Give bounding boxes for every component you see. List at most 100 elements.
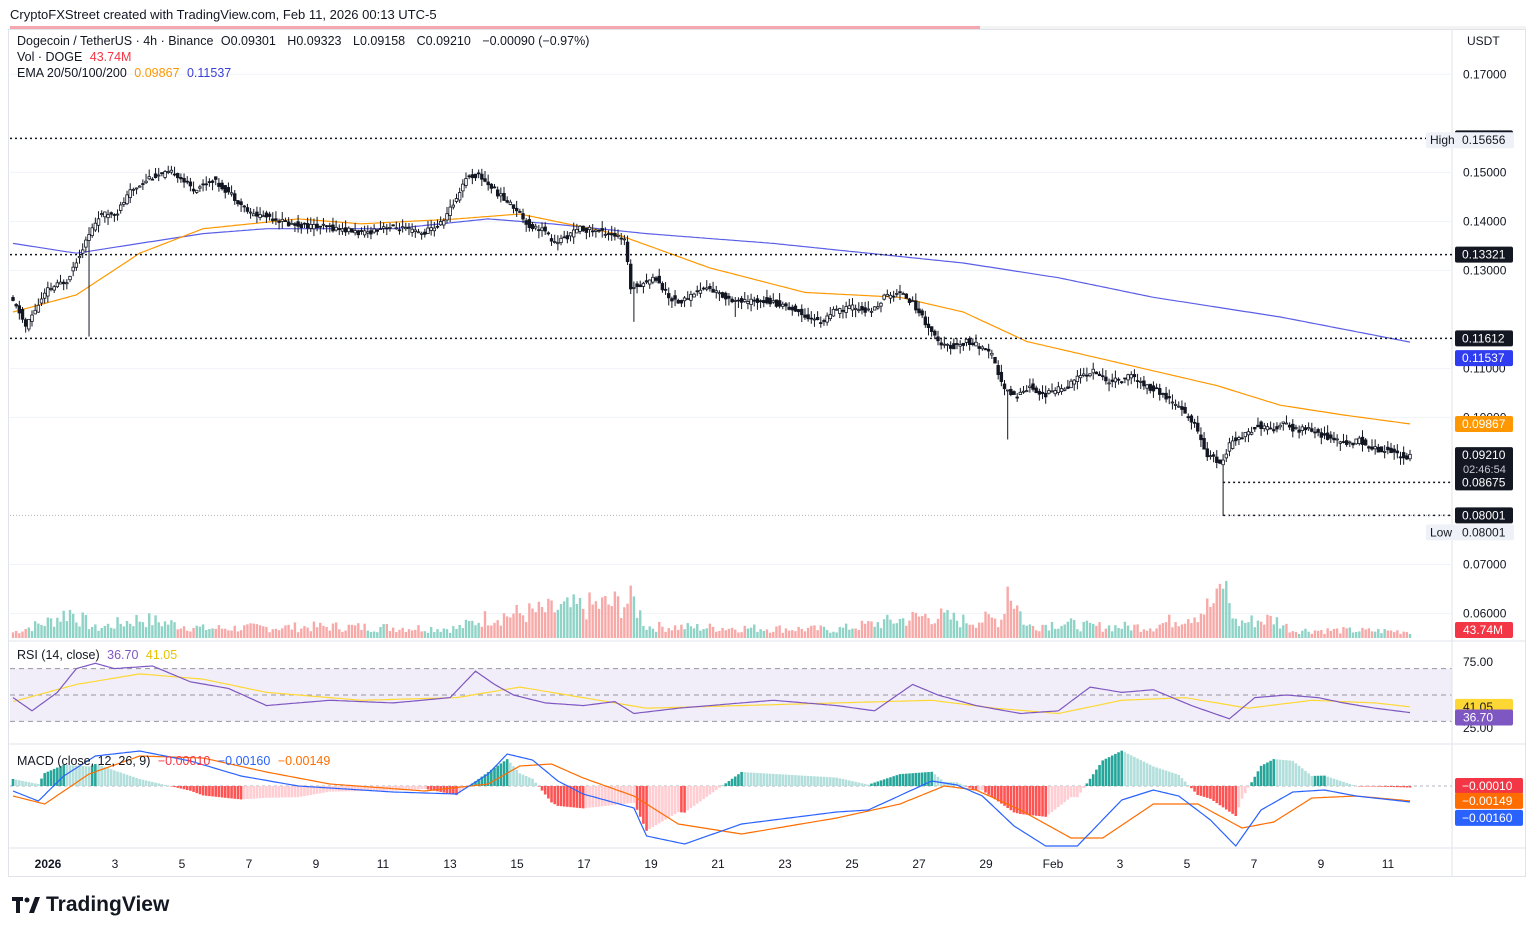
volume-bar [686, 623, 689, 638]
candle-body [809, 317, 813, 320]
volume-bar [607, 604, 610, 638]
volume-bar [556, 609, 560, 638]
macd-histogram-bar [651, 786, 655, 828]
candle-body [416, 231, 421, 234]
legend-h-label: H [287, 34, 297, 48]
volume-bar [1190, 623, 1193, 638]
volume-bar [1399, 633, 1402, 638]
macd-histogram-bar [1133, 756, 1136, 786]
level-tag: 0.11612 [1462, 331, 1505, 345]
candle-body [1056, 386, 1061, 393]
macd-histogram-bar [990, 786, 994, 797]
candle-body [1180, 406, 1184, 410]
volume-bar [797, 626, 800, 638]
volume-bar [597, 608, 601, 638]
macd-histogram-bar [423, 786, 427, 789]
candle-body [667, 293, 671, 299]
candle-body [131, 188, 136, 191]
volume-bar [562, 601, 566, 638]
candle-body [353, 230, 357, 234]
macd-histogram-bar [670, 786, 674, 816]
volume-bar [642, 625, 645, 638]
candle-body [1370, 446, 1374, 450]
volume-bar [724, 630, 727, 638]
volume-bar [293, 622, 297, 638]
macd-histogram-bar [68, 765, 72, 786]
volume-bar [911, 611, 914, 638]
volume-bar [1275, 617, 1279, 638]
volume-bar [157, 622, 160, 638]
macd-histogram-bar [803, 775, 807, 786]
macd-histogram-bar [863, 783, 867, 786]
volume-bar [851, 628, 854, 638]
macd-histogram-bar [201, 786, 205, 796]
ema50-line [12, 213, 1411, 425]
candle-body [1338, 441, 1343, 444]
candle-body [46, 287, 50, 297]
candle-body [1116, 378, 1121, 381]
volume-bar [1174, 622, 1177, 638]
candle-body [397, 229, 402, 232]
candle-body [1401, 452, 1406, 459]
volume-bar [1073, 619, 1076, 638]
volume-bar [379, 626, 382, 638]
legend-l-label: L [353, 34, 360, 48]
candle-body [945, 343, 950, 346]
volume-bar [407, 629, 411, 638]
candle-body [606, 233, 611, 235]
candle-body [128, 189, 132, 198]
volume-bar [195, 625, 198, 638]
volume-bar [1212, 603, 1215, 638]
volume-bar [189, 631, 192, 638]
volume-bar [806, 627, 810, 638]
volume-bar [1196, 622, 1199, 638]
candle-body [1075, 375, 1080, 382]
volume-bar [550, 600, 553, 638]
ema50-tag-bg [1455, 415, 1513, 432]
macd-histogram-bar [1275, 759, 1279, 786]
candle-body [185, 180, 189, 183]
candle-body [378, 228, 383, 231]
macd-histogram-bar [927, 772, 930, 786]
volume-bar [781, 632, 784, 638]
candle-body [872, 306, 877, 311]
macd-histogram-bar [1123, 752, 1127, 786]
candle-body [375, 229, 379, 232]
candle-body [1294, 427, 1298, 429]
volume-bar [287, 624, 290, 638]
macd-histogram-bar [236, 786, 240, 800]
volume-bar [952, 612, 956, 638]
macd-histogram-bar [1373, 786, 1377, 787]
volume-bar [426, 632, 430, 638]
macd-histogram-bar [179, 786, 183, 789]
macd-histogram-bar [40, 778, 43, 786]
macd-histogram-bar [87, 766, 91, 786]
macd-histogram-bar [185, 786, 189, 791]
macd-histogram-bar [287, 786, 290, 798]
progress-track [10, 26, 1526, 29]
candle-body [1310, 428, 1314, 432]
candle-body [895, 292, 899, 295]
macd-histogram-bar [610, 786, 614, 806]
candle-body [195, 189, 199, 193]
volume-bar [813, 625, 816, 638]
macd-histogram-bar [721, 785, 724, 787]
macd-histogram-bar [223, 786, 227, 798]
candle-body [1151, 385, 1156, 392]
macd-histogram-bar [43, 773, 46, 786]
macd-histogram-bar [14, 779, 18, 786]
candle-body [1303, 427, 1308, 431]
candle-body [616, 234, 620, 237]
candle-body [1221, 459, 1225, 466]
macd-histogram-bar [1259, 765, 1263, 786]
volume-bar [521, 615, 525, 638]
volume-bar [1218, 583, 1222, 638]
candle-body [977, 346, 981, 349]
macd-histogram-bar [841, 779, 845, 786]
candle-body [242, 205, 246, 208]
candle-body [1044, 392, 1048, 398]
tradingview-logo[interactable]: TradingView [12, 893, 169, 917]
volume-bar [604, 596, 607, 638]
candle-body [290, 222, 294, 225]
